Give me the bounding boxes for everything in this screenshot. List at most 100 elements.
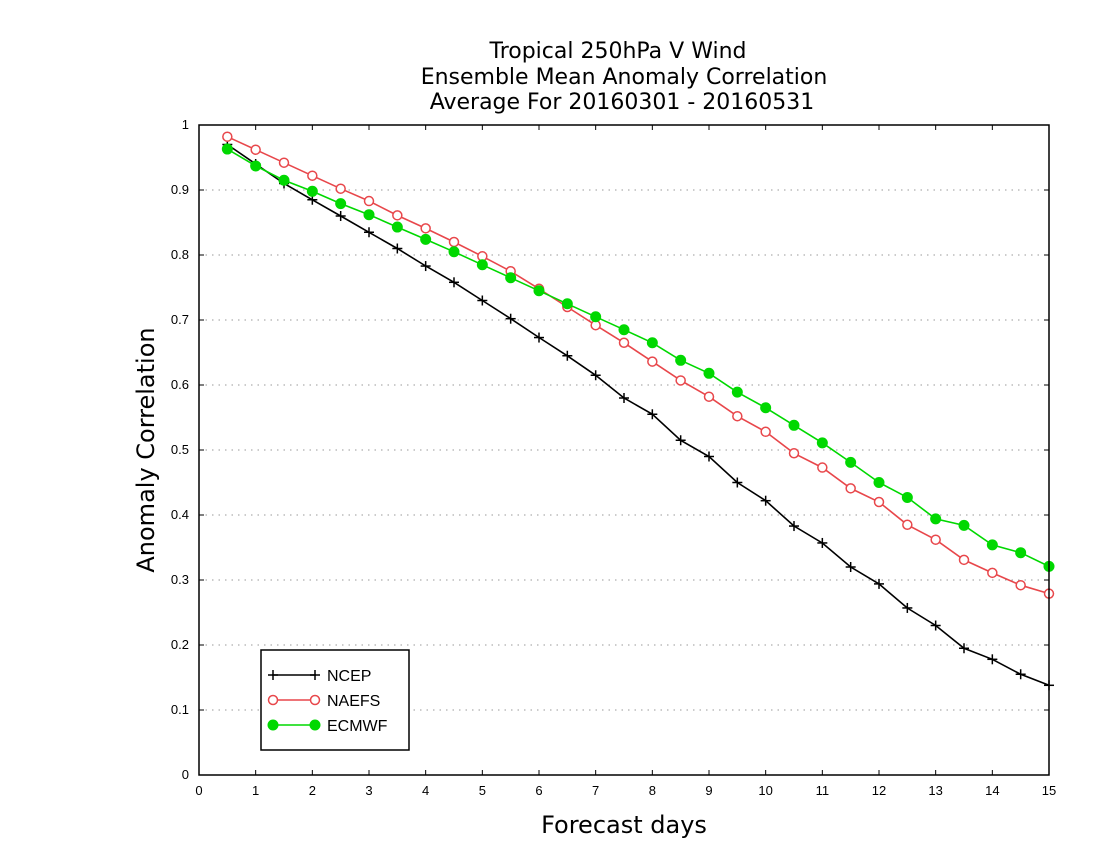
- data-point-ncep: [505, 313, 516, 324]
- legend-marker: [267, 719, 279, 731]
- legend-entry-ecmwf: ECMWF: [267, 718, 388, 735]
- x-tick-label: 12: [872, 783, 886, 798]
- x-tick-label: 11: [816, 783, 830, 798]
- chart-title-line-2: Ensemble Mean Anomaly Correlation: [421, 65, 828, 90]
- x-tick-label: 5: [479, 783, 486, 798]
- data-point-ncep: [959, 643, 969, 654]
- x-tick-label: 14: [985, 783, 999, 798]
- data-point-ecmwf: [646, 337, 658, 349]
- data-point-naefs: [448, 236, 460, 248]
- data-point-naefs: [675, 375, 686, 386]
- data-point-ecmwf: [278, 174, 290, 186]
- data-point-ecmwf: [590, 311, 602, 323]
- series-line-ncep: [226, 143, 1050, 687]
- data-series: [221, 131, 1055, 691]
- data-point-naefs: [420, 223, 431, 234]
- data-point-ecmwf: [476, 259, 488, 271]
- data-point-ecmwf: [420, 233, 432, 245]
- y-axis-label: Anomaly Correlation: [132, 327, 160, 572]
- data-point-ncep: [590, 370, 601, 381]
- y-tick-label: 0.1: [171, 702, 189, 717]
- x-tick-label: 7: [592, 783, 599, 798]
- data-point-ncep: [902, 602, 913, 613]
- data-point-naefs: [930, 534, 941, 545]
- legend-entries: NCEP NAEFS ECMWF: [267, 668, 388, 735]
- data-point-ncep: [760, 495, 771, 506]
- y-tick-label: 0.2: [171, 637, 189, 652]
- x-tick-label: 0: [195, 783, 202, 798]
- data-point-ncep: [987, 654, 998, 665]
- data-point-ecmwf: [816, 437, 828, 449]
- data-point-ecmwf: [306, 185, 318, 197]
- legend-entry-ncep: NCEP: [268, 668, 371, 685]
- legend-entry-naefs: NAEFS: [267, 693, 380, 710]
- data-point-ncep: [704, 451, 714, 462]
- data-point-naefs: [335, 183, 346, 194]
- data-point-ecmwf: [958, 519, 970, 531]
- data-point-naefs: [958, 554, 970, 566]
- data-point-ncep: [675, 435, 686, 446]
- data-point-ecmwf: [1015, 547, 1027, 559]
- data-point-ncep: [449, 277, 459, 288]
- data-point-naefs: [817, 462, 828, 473]
- y-tick-label: 0.8: [171, 247, 189, 262]
- data-point-ncep: [789, 521, 799, 532]
- x-tick-label: 2: [309, 783, 316, 798]
- data-point-ncep: [619, 393, 629, 403]
- data-point-naefs: [250, 144, 261, 155]
- y-tick-label: 0: [182, 767, 189, 782]
- data-point-ecmwf: [873, 477, 885, 488]
- axis-ticks: 00.10.20.30.40.50.60.70.80.910 1 2 3 4 5 6 7 8 9 1…: [171, 117, 1056, 798]
- x-tick-label: 8: [649, 783, 656, 798]
- data-point-ncep: [420, 261, 431, 272]
- data-point-naefs: [392, 210, 403, 221]
- data-point-ecmwf: [731, 386, 743, 398]
- data-point-ncep: [335, 211, 346, 221]
- plot-frame: [198, 124, 1050, 776]
- data-point-ecmwf: [788, 419, 800, 431]
- data-point-naefs: [307, 170, 318, 181]
- data-point-naefs: [760, 426, 771, 438]
- data-point-ecmwf: [760, 402, 772, 414]
- y-tick-label: 0.4: [171, 507, 189, 522]
- data-point-ncep: [817, 537, 828, 548]
- y-tick-label: 0.7: [171, 312, 189, 327]
- data-point-ecmwf: [533, 285, 545, 297]
- data-point-ecmwf: [986, 539, 998, 551]
- y-tick-label: 0.9: [171, 182, 189, 197]
- data-point-ecmwf: [335, 198, 347, 210]
- data-point-ecmwf: [703, 367, 715, 379]
- data-point-ecmwf: [250, 160, 262, 172]
- chart-title-line-1: Tropical 250hPa V Wind: [488, 39, 746, 64]
- series-ncep: [222, 139, 1054, 691]
- data-point-naefs: [703, 391, 715, 402]
- data-point-ecmwf: [675, 354, 687, 366]
- data-point-naefs: [845, 483, 856, 494]
- data-point-ncep: [845, 562, 856, 572]
- legend-marker: [309, 719, 321, 731]
- data-point-naefs: [278, 157, 290, 168]
- x-tick-label: 10: [758, 783, 772, 798]
- data-point-ecmwf: [561, 298, 573, 310]
- data-point-ncep: [534, 332, 544, 343]
- data-point-naefs: [618, 337, 630, 348]
- data-point-naefs: [732, 410, 743, 422]
- data-point-ecmwf: [363, 209, 375, 221]
- legend-label-ncep: NCEP: [327, 668, 371, 685]
- y-tick-label: 1: [182, 117, 189, 132]
- data-point-ncep: [732, 477, 743, 488]
- data-point-ecmwf: [930, 513, 942, 525]
- data-point-ecmwf: [901, 491, 913, 503]
- x-tick-label: 3: [365, 783, 372, 798]
- legend: NCEP NAEFS ECMWF: [260, 649, 410, 751]
- data-point-naefs: [987, 567, 998, 579]
- x-tick-label: 13: [928, 783, 942, 798]
- data-point-ncep: [647, 409, 658, 420]
- legend-marker: [309, 694, 321, 706]
- data-point-ecmwf: [391, 221, 403, 233]
- x-tick-label: 1: [252, 783, 259, 798]
- data-point-ncep: [392, 243, 403, 254]
- y-tick-label: 0.5: [171, 442, 189, 457]
